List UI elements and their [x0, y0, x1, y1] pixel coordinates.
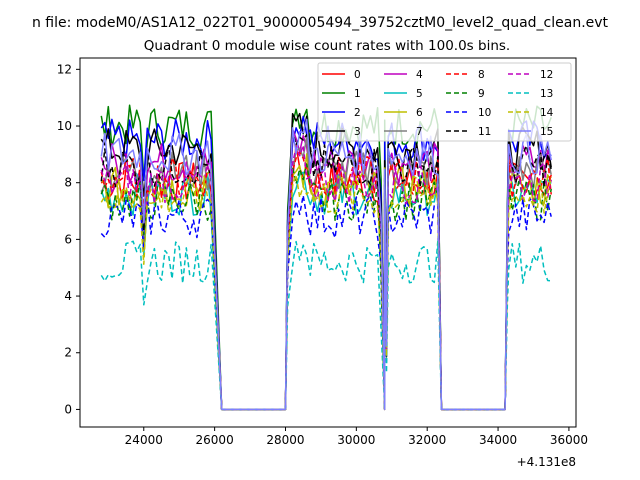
legend-label-10: 10	[478, 107, 491, 119]
y-tick-label: 10	[57, 119, 72, 133]
x-tick-label: 32000	[408, 433, 446, 447]
y-tick-label: 12	[57, 62, 72, 76]
x-tick-label: 26000	[196, 433, 234, 447]
legend-label-6: 6	[416, 107, 423, 119]
legend-label-2: 2	[354, 107, 361, 119]
series-line-14	[100, 174, 552, 411]
series-line-5	[100, 171, 552, 411]
legend-label-14: 14	[540, 107, 554, 119]
legend-label-1: 1	[354, 88, 361, 100]
x-axis-offset-label: +4.131e8	[517, 455, 576, 469]
series-line-10	[100, 194, 552, 411]
legend-label-8: 8	[478, 69, 485, 81]
series-line-15	[100, 118, 552, 411]
x-tick-label: 34000	[479, 433, 517, 447]
legend-label-5: 5	[416, 88, 423, 100]
y-tick-label: 4	[64, 289, 72, 303]
legend-label-13: 13	[540, 88, 553, 100]
y-axis: 0 2 4 6 8 10 12	[57, 62, 80, 416]
legend-label-9: 9	[478, 88, 485, 100]
y-tick-label: 2	[64, 346, 72, 360]
y-tick-label: 0	[64, 402, 72, 416]
x-tick-label: 28000	[266, 433, 304, 447]
legend-label-4: 4	[416, 69, 423, 81]
x-axis: 24000 26000 28000 30000 32000 34000 36000	[125, 427, 588, 447]
chart-title: Quadrant 0 module wise count rates with …	[144, 38, 510, 54]
plot-series-group	[100, 104, 552, 411]
legend-label-11: 11	[478, 126, 491, 138]
x-tick-label: 24000	[125, 433, 163, 447]
axes-frame	[79, 57, 577, 428]
x-tick-label: 36000	[550, 433, 588, 447]
series-line-13	[100, 240, 552, 411]
series-line-6	[100, 153, 552, 411]
legend-label-3: 3	[354, 126, 361, 138]
y-tick-label: 6	[64, 232, 72, 246]
figure-suptitle: n file: modeM0/AS1A12_022T01_9000005494_…	[32, 15, 609, 31]
legend-box	[317, 62, 572, 142]
series-line-4	[100, 128, 552, 411]
x-tick-label: 30000	[337, 433, 375, 447]
legend-label-12: 12	[540, 69, 553, 81]
legend-label-7: 7	[416, 126, 423, 138]
legend-label-0: 0	[354, 69, 361, 81]
legend-label-15: 15	[540, 126, 553, 138]
y-tick-label: 8	[64, 176, 72, 190]
